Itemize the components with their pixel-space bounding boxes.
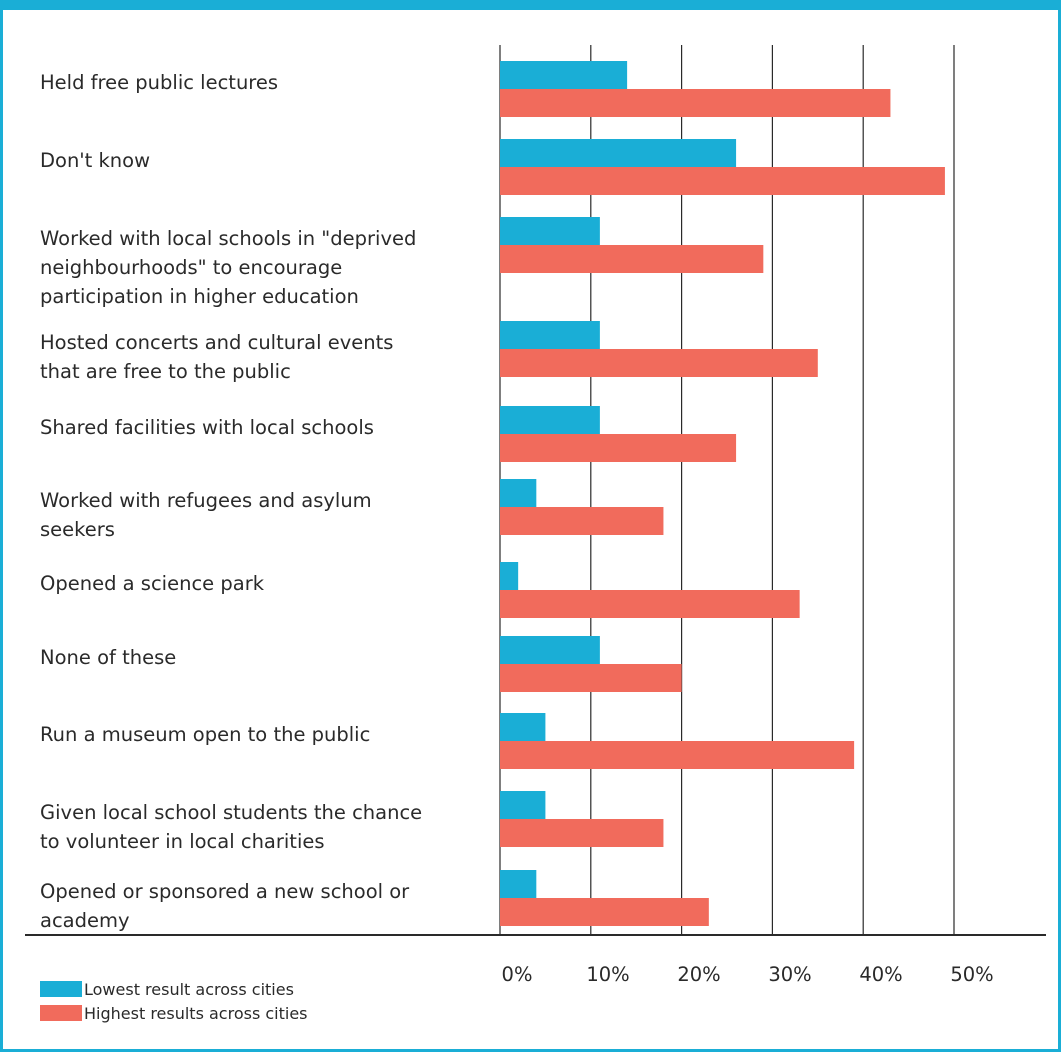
bar-lowest-0 [500, 61, 628, 89]
category-label-7-0: None of these [40, 646, 176, 669]
bar-highest-2 [500, 245, 764, 273]
category-label-2-1: neighbourhoods" to encourage [40, 256, 342, 279]
bar-highest-1 [500, 167, 945, 195]
category-label-0-0: Held free public lectures [40, 71, 278, 94]
category-label-1-0: Don't know [40, 149, 150, 172]
bar-lowest-1 [500, 139, 737, 167]
bar-lowest-8 [500, 713, 546, 741]
category-label-3-1: that are free to the public [40, 360, 291, 383]
bar-lowest-4 [500, 406, 600, 434]
x-tick-label-5: 50% [950, 963, 993, 986]
category-labels: Held free public lectures Don't know Worke… [40, 71, 422, 932]
bar-lowest-9 [500, 791, 546, 819]
bar-highest-7 [500, 664, 682, 692]
category-label-6-0: Opened a science park [40, 572, 265, 595]
category-label-2-0: Worked with local schools in "deprived [40, 227, 416, 250]
bar-lowest-5 [500, 479, 537, 507]
legend-swatch-highest [40, 1005, 82, 1021]
category-label-8-0: Run a museum open to the public [40, 723, 370, 746]
category-label-9-0: Given local school students the chance [40, 801, 422, 824]
bar-highest-10 [500, 898, 709, 926]
bars [500, 61, 945, 926]
category-label-5-1: seekers [40, 518, 115, 541]
category-label-2-2: participation in higher education [40, 285, 359, 308]
bar-highest-9 [500, 819, 664, 847]
x-tick-label-3: 30% [768, 963, 811, 986]
bar-lowest-6 [500, 562, 519, 590]
legend-label-lowest: Lowest result across cities [84, 979, 294, 999]
x-tick-label-1: 10% [586, 963, 629, 986]
legend-item-highest: Highest results across cities [40, 1001, 308, 1025]
x-tick-label-0: 0% [502, 963, 533, 986]
bar-highest-0 [500, 89, 891, 117]
bar-highest-3 [500, 349, 818, 377]
bar-lowest-10 [500, 870, 537, 898]
bar-highest-8 [500, 741, 855, 769]
category-label-5-0: Worked with refugees and asylum [40, 489, 372, 512]
x-tick-labels: 0% 10% 20% 30% 40% 50% [502, 963, 994, 986]
category-label-10-0: Opened or sponsored a new school or [40, 880, 410, 903]
category-label-9-1: to volunteer in local charities [40, 830, 325, 853]
bar-highest-4 [500, 434, 737, 462]
legend-label-highest: Highest results across cities [84, 1003, 308, 1023]
bar-lowest-7 [500, 636, 600, 664]
category-label-4-0: Shared facilities with local schools [40, 416, 374, 439]
x-tick-label-4: 40% [859, 963, 902, 986]
legend-item-lowest: Lowest result across cities [40, 977, 308, 1001]
bar-lowest-2 [500, 217, 600, 245]
legend-swatch-lowest [40, 981, 82, 997]
x-tick-label-2: 20% [677, 963, 720, 986]
category-label-3-0: Hosted concerts and cultural events [40, 331, 393, 354]
category-label-10-1: academy [40, 909, 130, 932]
bar-lowest-3 [500, 321, 600, 349]
bar-highest-6 [500, 590, 800, 618]
bar-highest-5 [500, 507, 664, 535]
legend: Lowest result across cities Highest resu… [40, 977, 308, 1025]
